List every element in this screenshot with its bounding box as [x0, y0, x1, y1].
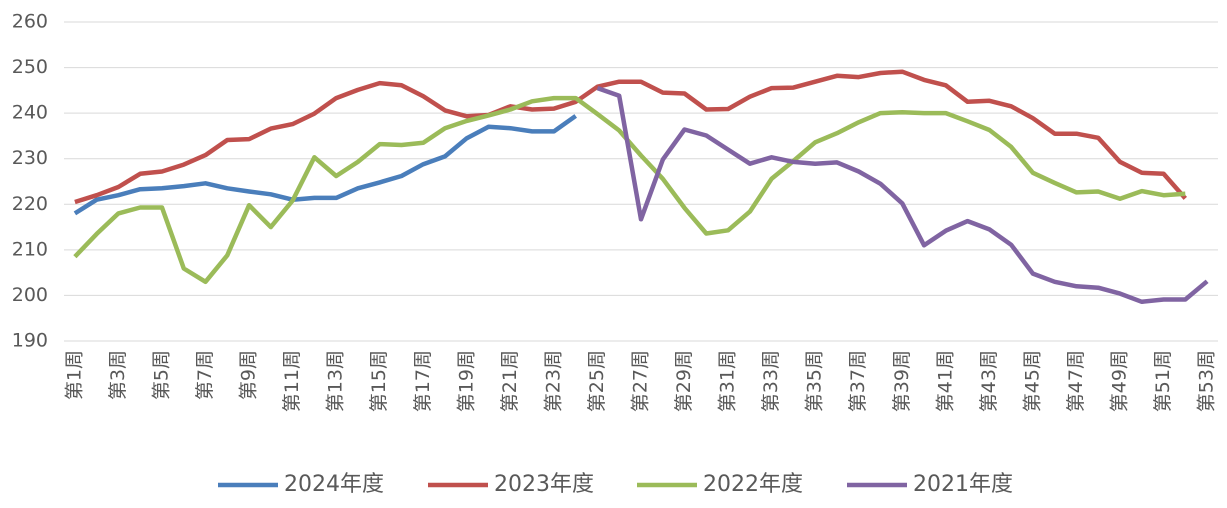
x-tick-label: 第25周	[586, 350, 608, 412]
x-tick-label: 第11周	[281, 350, 303, 412]
x-tick-label: 第23周	[542, 350, 564, 412]
x-tick-label: 第51周	[1152, 350, 1174, 412]
x-tick-label: 第33周	[760, 350, 782, 412]
y-tick-label: 240	[12, 102, 48, 124]
y-tick-label: 220	[12, 193, 48, 215]
x-tick-label: 第27周	[630, 350, 652, 412]
x-tick-label: 第15周	[368, 350, 390, 412]
x-tick-label: 第1周	[63, 350, 85, 400]
x-tick-label: 第5周	[150, 350, 172, 400]
series-line	[596, 85, 1209, 305]
series-line	[74, 69, 1187, 205]
x-tick-label: 第53周	[1196, 350, 1218, 412]
legend-label: 2021年度	[913, 472, 1013, 497]
y-tick-label: 190	[12, 330, 48, 352]
x-tick-label: 第49周	[1109, 350, 1131, 412]
x-tick-label: 第13周	[325, 350, 347, 412]
x-tick-label: 第37周	[847, 350, 869, 412]
legend-label: 2022年度	[703, 472, 803, 497]
x-tick-label: 第31周	[717, 350, 739, 412]
y-tick-label: 230	[12, 147, 48, 169]
series-line	[73, 95, 1186, 285]
y-tick-label: 260	[12, 11, 48, 33]
x-tick-label: 第9周	[238, 350, 260, 400]
x-tick-label: 第7周	[194, 350, 216, 400]
y-tick-label: 200	[12, 284, 48, 306]
y-tick-label: 210	[12, 238, 48, 260]
x-tick-label: 第19周	[455, 350, 477, 412]
legend-label: 2024年度	[284, 472, 384, 497]
y-tick-label: 250	[12, 56, 48, 78]
series-line	[73, 114, 578, 216]
x-tick-label: 第29周	[673, 350, 695, 412]
x-tick-label: 第21周	[499, 350, 521, 412]
x-tick-label: 第41周	[934, 350, 956, 412]
x-tick-label: 第45周	[1021, 350, 1043, 412]
x-tick-label: 第39周	[891, 350, 913, 412]
legend-label: 2023年度	[494, 472, 594, 497]
x-tick-label: 第43周	[978, 350, 1000, 412]
x-tick-label: 第17周	[412, 350, 434, 412]
x-tick-label: 第35周	[804, 350, 826, 412]
x-tick-label: 第3周	[107, 350, 129, 400]
x-tick-label: 第47周	[1065, 350, 1087, 412]
